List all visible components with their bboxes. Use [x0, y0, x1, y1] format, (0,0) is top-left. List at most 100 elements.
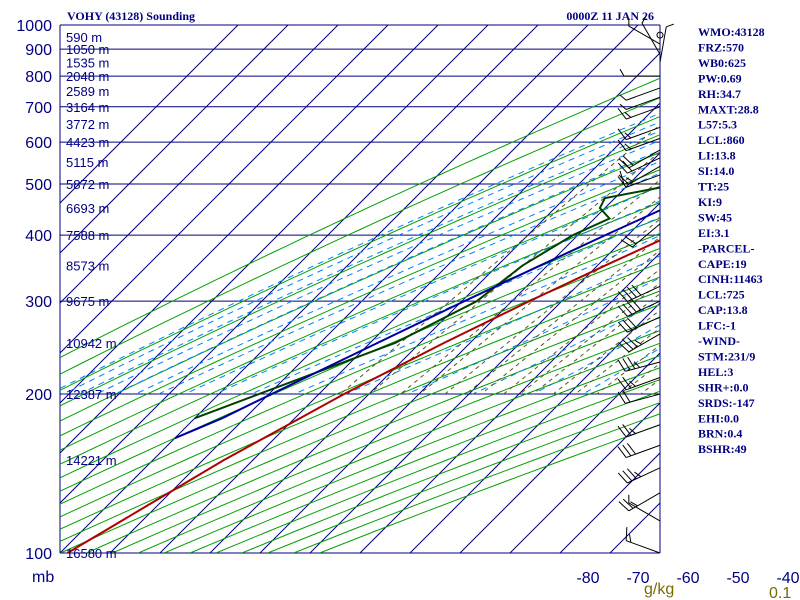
index-value: LFC:-1 [698, 319, 736, 333]
wind-barb-feather [617, 446, 627, 458]
dry-adiabat-line [60, 290, 660, 542]
dry-adiabat-line [60, 77, 660, 359]
wind-barb [618, 165, 661, 185]
wind-barb-feather [622, 339, 634, 350]
parcel-path-line [174, 209, 660, 440]
pressure-tick-label: 500 [25, 177, 52, 194]
wind-barb [618, 149, 661, 169]
wind-barb-staff [627, 285, 661, 302]
pressure-tick-label: 1000 [16, 18, 52, 35]
wind-barb [619, 68, 660, 77]
pressure-tick-label: 800 [25, 69, 52, 86]
moist-adiabat-line [96, 139, 660, 395]
wind-barb-feather [622, 498, 634, 509]
wind-barb-feather [629, 427, 636, 434]
height-label: 3164 m [66, 100, 109, 115]
wind-barb-feather [629, 380, 636, 387]
wind-barb-feather [622, 303, 633, 315]
wind-barb-staff [626, 377, 661, 391]
isotherm-line [60, 25, 439, 404]
wind-barb [617, 284, 661, 302]
wind-barb [617, 316, 661, 333]
wind-barb-staff [628, 502, 661, 522]
isotherm-line [159, 52, 660, 553]
wind-barb-staff [628, 165, 661, 185]
wind-barb [617, 390, 661, 404]
index-value: SHR+:0.0 [698, 380, 749, 394]
wind-barb-feather [617, 128, 627, 140]
wind-barb-feather [622, 319, 633, 331]
dry-adiabat-line [60, 262, 660, 518]
wind-barb-feather [617, 139, 627, 151]
index-value: RH:34.7 [698, 87, 741, 101]
wind-barb-feather [617, 107, 627, 120]
temperature-tick-label: -40 [776, 570, 799, 587]
wind-barb [617, 356, 661, 372]
mixing-ratio-line [574, 327, 660, 395]
height-label: 3772 m [66, 117, 109, 132]
wind-barb-feather [634, 471, 642, 478]
index-value: L57:5.3 [698, 118, 737, 132]
wind-barb [628, 494, 661, 522]
height-label: 590 m [66, 30, 102, 45]
isotherm-line [60, 25, 539, 504]
wind-barb-feather [624, 236, 637, 245]
wind-barb-staff [626, 106, 661, 120]
height-label: 10942 m [66, 336, 117, 351]
wind-barb-feather [626, 317, 637, 329]
wind-barb [620, 223, 661, 248]
index-value: LI:13.8 [698, 149, 736, 163]
wind-barb [619, 87, 661, 101]
wind-barb [617, 126, 661, 141]
wind-barb-feather [617, 162, 628, 174]
wind-barb [617, 376, 661, 391]
mixing-ratio-tick-label: 0.1 [769, 585, 791, 600]
dry-adiabat-line [60, 115, 660, 391]
index-value: LCL:725 [698, 288, 745, 302]
dry-adiabat-line [60, 276, 660, 530]
index-value: EHI:0.0 [698, 411, 739, 425]
index-value: SRDS:-147 [698, 396, 755, 410]
wind-barb-feather [641, 15, 647, 24]
wind-barb [617, 467, 661, 484]
moist-adiabat-line [533, 324, 660, 395]
wind-barb-staff [626, 174, 661, 188]
height-label: 1535 m [66, 55, 109, 70]
wind-barb-staff [626, 444, 661, 459]
mixing-ratio-line [444, 218, 660, 395]
pressure-unit-label: mb [32, 569, 54, 586]
wind-barb-feather [618, 342, 630, 353]
moist-adiabat-line [114, 149, 660, 395]
wind-barb-feather [666, 23, 675, 28]
temperature-tick-label: -80 [576, 570, 599, 587]
index-value: PW:0.69 [698, 71, 742, 85]
dry-adiabat-line [60, 201, 660, 465]
wind-barb-staff [627, 467, 661, 484]
dry-adiabat-line [112, 330, 660, 553]
chart-title: VOHY (43128) Sounding [67, 9, 195, 23]
wind-barb-staff [626, 540, 661, 554]
wind-barb [617, 106, 661, 120]
index-value: TT:25 [698, 180, 729, 194]
pressure-tick-label: 200 [25, 387, 52, 404]
wind-barb-feather [625, 527, 628, 541]
dry-adiabat-line [60, 169, 660, 437]
wind-barb-feather [622, 376, 632, 389]
wind-barb [618, 492, 661, 512]
index-value: KI:9 [698, 195, 722, 209]
wind-barb-staff [626, 137, 661, 152]
wind-barb-feather [627, 356, 636, 370]
mixing-ratio-line [419, 196, 660, 395]
isotherm-line [109, 25, 639, 553]
pressure-tick-label: 300 [25, 294, 52, 311]
wind-barb-feather [629, 534, 632, 543]
wind-barb-feather [626, 468, 637, 480]
height-label: 2048 m [66, 69, 109, 84]
wind-barb [617, 442, 661, 459]
dry-adiabat-line [60, 134, 660, 407]
dry-adiabat-line [86, 317, 660, 553]
temperature-tick-label: -60 [676, 570, 699, 587]
pressure-tick-label: 100 [25, 546, 52, 563]
